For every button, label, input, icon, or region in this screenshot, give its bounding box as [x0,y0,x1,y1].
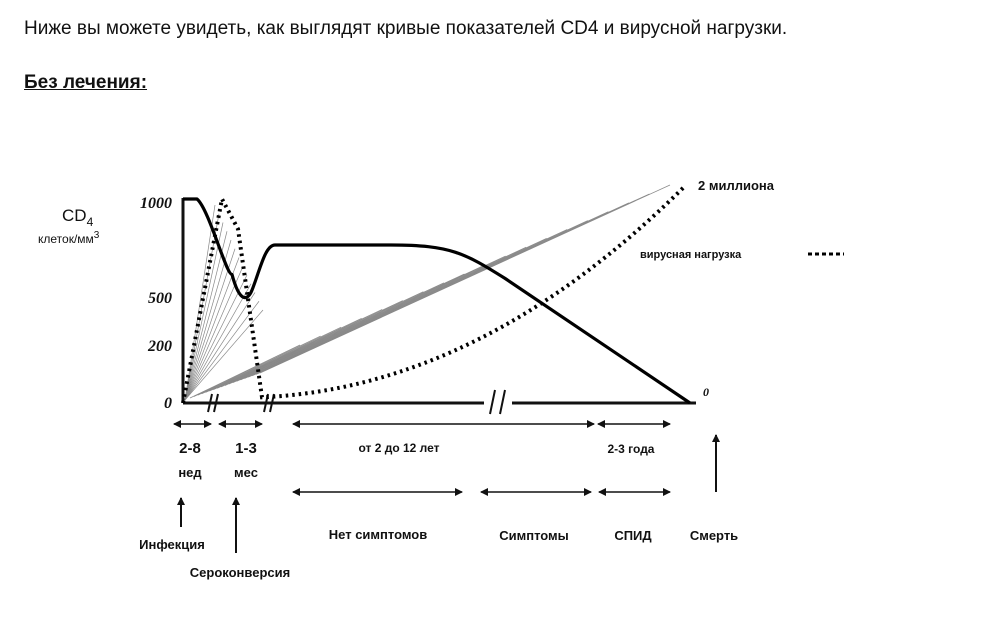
hatch-line-29 [252,202,630,377]
section-heading: Без лечения: [24,72,148,93]
period-weeks-unit: нед [178,465,202,480]
hatch-line-13 [189,344,301,399]
hatch-line-9 [184,283,252,401]
y-tick-1000: 1000 [140,195,172,212]
hatch-line-28 [248,211,609,378]
intro-text: Ниже вы можете увидеть, как выглядят кри… [24,18,788,39]
axis-break-1 [207,393,219,413]
hatch-line-5 [184,248,236,401]
period-final-label: 2-3 года [608,442,655,456]
hatch-line-18 [209,300,403,392]
hatch-line-2 [184,222,224,401]
hatch-line-20 [217,282,445,389]
hatch-line-8 [184,274,248,401]
hatch-line-15 [197,326,342,396]
hatch-line-0 [184,204,216,401]
period-months-unit: мес [234,465,258,480]
hatch-line-23 [228,255,506,385]
hatch-line-24 [232,246,527,384]
legend-viral-load-label: вирусная нагрузка [640,249,742,261]
y-tick-0: 0 [164,395,172,412]
hatch-line-27 [244,220,588,379]
hatch-fill [184,184,671,401]
y-axis-units: клеток/мм3 [38,230,100,246]
y-tick-200: 200 [147,338,172,355]
stage-aids-label: СПИД [614,528,652,543]
hatch-line-7 [184,266,244,401]
hatch-line-4 [184,239,232,401]
stage-death-label: Смерть [690,528,738,543]
hatch-line-30 [255,193,650,375]
axis-break-3 [484,389,512,415]
peak-label: 2 миллиона [698,178,775,193]
hatch-line-17 [205,309,383,393]
right-zero-label: 0 [703,385,709,399]
period-months-value: 1-3 [235,440,257,457]
event-seroconversion-label: Сероконверсия [190,565,290,580]
hatch-line-31 [259,184,671,374]
hatch-line-11 [184,301,260,401]
hatch-line-25 [236,238,547,382]
hatch-line-6 [184,257,240,401]
hatch-line-21 [220,273,465,388]
hatch-line-22 [224,264,486,386]
cd4-curve [183,197,691,405]
hatch-line-16 [201,318,362,395]
event-infection-label: Инфекция [139,537,205,552]
y-tick-500: 500 [148,290,172,307]
period-years-label: от 2 до 12 лет [358,441,439,455]
hatch-line-3 [184,231,228,401]
stage-no-symptoms-label: Нет симптомов [329,527,427,542]
hatch-line-19 [213,291,424,390]
y-axis-label: CD4 [62,206,94,229]
viral-load-curve [181,185,686,404]
period-weeks-value: 2-8 [179,440,201,457]
stage-symptoms-label: Симптомы [499,528,569,543]
hatch-line-14 [193,335,321,397]
hatch-line-10 [184,292,256,401]
hatch-line-26 [240,229,568,381]
